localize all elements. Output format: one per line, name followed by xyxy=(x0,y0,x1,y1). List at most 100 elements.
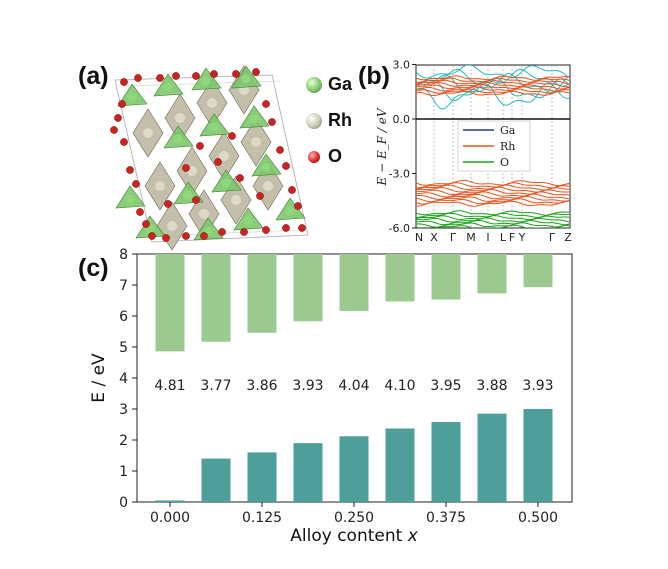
k-point-label: M xyxy=(466,231,476,244)
o-atom xyxy=(148,232,156,240)
cbm-bar xyxy=(201,254,231,342)
ga-atom xyxy=(209,122,219,132)
band-legend-label: Rh xyxy=(500,140,515,153)
ga-atom xyxy=(241,74,251,84)
rh-conduction-band-curve xyxy=(416,88,570,94)
rh-atom xyxy=(199,209,209,219)
o-band-curve xyxy=(416,224,570,228)
rh-conduction-band-curve xyxy=(416,86,570,92)
vbm-bar xyxy=(247,452,277,502)
cbm-bar xyxy=(339,254,369,312)
structure-legend-ga: Ga xyxy=(306,74,352,95)
panel-label-a: (a) xyxy=(78,62,109,90)
y-tick-label: 0 xyxy=(119,495,128,511)
o-atom xyxy=(164,200,172,208)
o-atom xyxy=(200,232,208,240)
o-atom xyxy=(192,72,200,80)
valence-band-curve xyxy=(416,191,570,198)
rh-conduction-band-curve xyxy=(416,79,570,85)
gap-value-label: 3.86 xyxy=(246,378,277,394)
band-y-tick-label: -3.0 xyxy=(389,168,410,181)
rh-conduction-band-curve xyxy=(416,84,570,90)
rh-atom xyxy=(263,181,273,191)
o-atom xyxy=(214,158,222,166)
o-atom xyxy=(182,232,190,240)
k-point-label: Γ xyxy=(549,231,556,244)
gap-value-label: 3.95 xyxy=(430,378,461,394)
y-tick-label: 8 xyxy=(119,247,128,263)
x-tick-label: 0.000 xyxy=(150,510,190,526)
chart-x-axis-label: Alloy content x xyxy=(290,526,418,546)
o-atom xyxy=(134,74,142,82)
valence-band-curve xyxy=(416,182,570,189)
vbm-bar xyxy=(523,409,553,502)
o-atom xyxy=(192,196,200,204)
y-tick-label: 1 xyxy=(119,464,128,480)
rh-atom xyxy=(219,151,229,161)
o-atom xyxy=(120,78,128,86)
o-atom xyxy=(142,220,150,228)
o-atom xyxy=(210,70,218,78)
x-tick-label: 0.125 xyxy=(242,510,282,526)
o-atom xyxy=(136,208,144,216)
rh-atom xyxy=(155,181,165,191)
ga-atom xyxy=(125,194,135,204)
panel-label-c: (c) xyxy=(78,254,109,282)
rh-atom-icon xyxy=(306,112,322,129)
o-atom xyxy=(156,74,164,82)
cbm-bar xyxy=(523,254,553,288)
y-tick-label: 3 xyxy=(119,402,128,418)
o-atom xyxy=(276,146,284,154)
cbm-bar xyxy=(385,254,415,302)
band-legend-label: Ga xyxy=(500,124,516,137)
rh-atom xyxy=(231,195,241,205)
k-point-label: F xyxy=(509,231,515,244)
conduction-band-curve xyxy=(416,65,570,79)
band-y-axis-label: E − E_F / eV xyxy=(375,107,389,186)
x-tick-label: 0.500 xyxy=(518,510,558,526)
vbm-bar xyxy=(385,428,415,502)
ga-atom xyxy=(221,178,231,188)
o-atom xyxy=(268,118,276,126)
o-band-curve xyxy=(416,215,570,221)
o-atom xyxy=(110,126,118,134)
x-tick-label: 0.375 xyxy=(426,510,466,526)
cbm-bar xyxy=(247,254,277,333)
o-atom xyxy=(294,202,302,210)
ga-atom xyxy=(261,162,271,172)
valence-band-curve xyxy=(416,195,570,203)
legend-ga-label: Ga xyxy=(328,74,353,94)
gap-value-label: 3.88 xyxy=(476,378,507,394)
o-atom xyxy=(120,138,128,146)
o-atom xyxy=(240,228,248,236)
o-atom xyxy=(298,224,306,232)
band-y-tick-label: 0.0 xyxy=(393,113,411,126)
o-atom xyxy=(262,100,270,108)
cbm-bar xyxy=(155,254,185,352)
o-atom xyxy=(132,180,140,188)
o-atom xyxy=(172,72,180,80)
valence-band-curve xyxy=(416,200,570,207)
k-point-label: Γ xyxy=(450,231,457,244)
vbm-bar xyxy=(477,413,507,502)
rh-atom xyxy=(251,137,261,147)
cbm-bar xyxy=(477,254,507,294)
rh-atom xyxy=(167,221,177,231)
structure-legend-o: O xyxy=(306,146,342,167)
gap-value-label: 4.04 xyxy=(338,378,369,394)
gap-value-label: 3.77 xyxy=(200,378,231,394)
rh-atom xyxy=(143,128,153,138)
gap-value-label: 3.93 xyxy=(522,378,553,394)
rh-atom xyxy=(175,113,185,123)
band-y-tick-label: 3.0 xyxy=(393,59,411,72)
rh-conduction-band-curve xyxy=(416,81,570,88)
o-atom xyxy=(236,174,244,182)
band-legend-label: O xyxy=(500,156,509,169)
cbm-bar xyxy=(431,254,461,300)
legend-o-label: O xyxy=(328,146,343,166)
o-atom xyxy=(252,68,260,76)
panel-label-b: (b) xyxy=(358,62,390,90)
ga-atom xyxy=(201,76,211,86)
o-band-curve xyxy=(416,219,570,226)
